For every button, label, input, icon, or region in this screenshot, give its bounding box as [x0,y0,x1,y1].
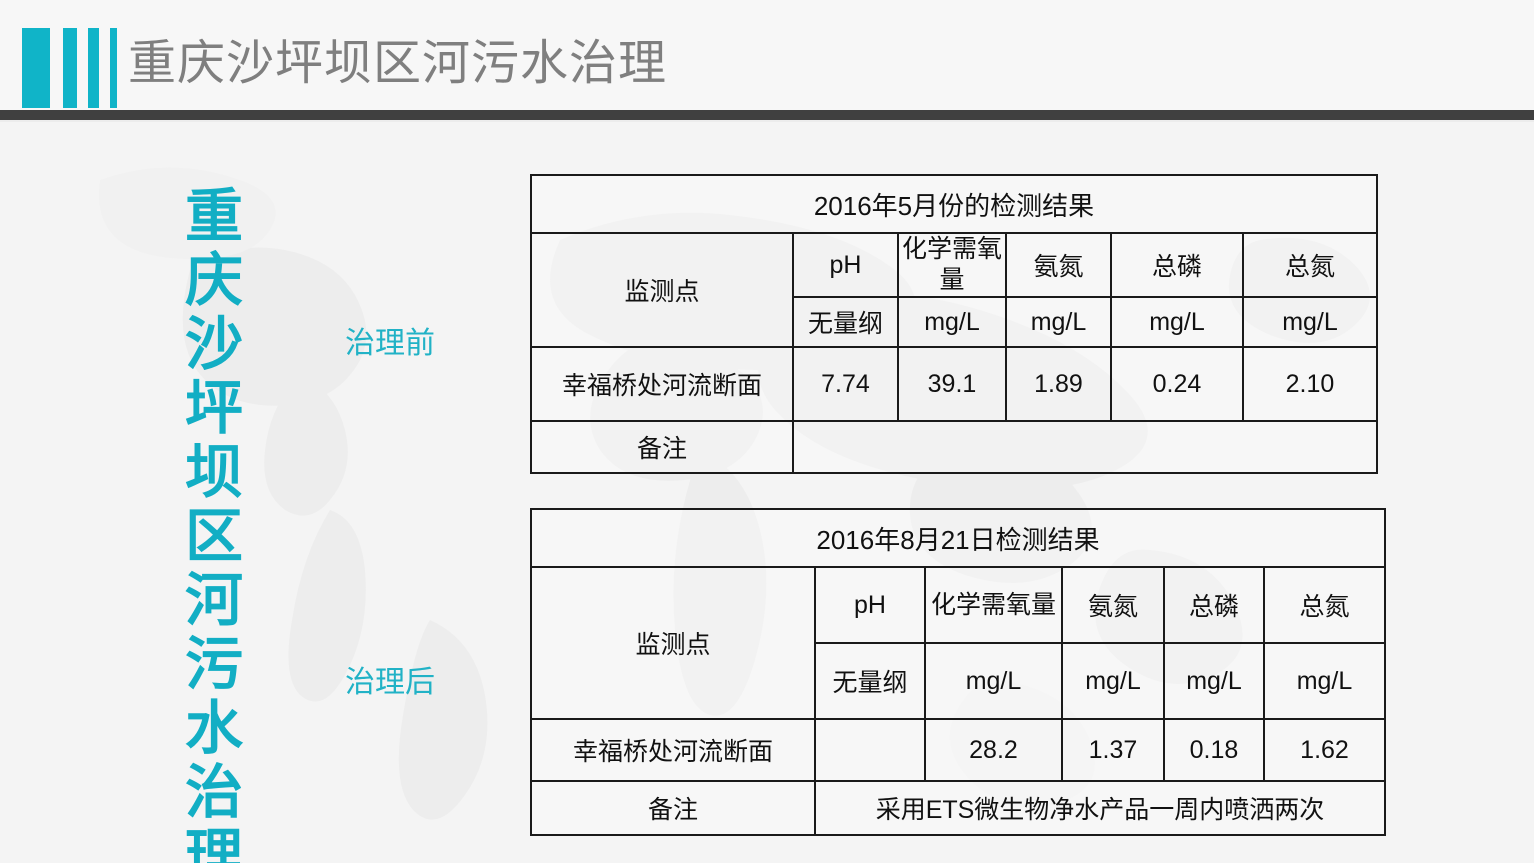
column-header-ammonia: 氨氮 [1005,232,1112,298]
note-value [792,420,1378,474]
table-row: 2016年5月份的检测结果 [530,174,1378,234]
side-title-char: 河 [184,568,243,633]
measurement-table-before: 2016年5月份的检测结果 监测点 pH 化学需氧量 氨氮 总磷 总氮 无量纲 … [530,174,1378,474]
table-row: 监测点 pH 化学需氧量 氨氮 总磷 总氮 [530,232,1378,348]
table-caption: 2016年5月份的检测结果 [530,174,1378,234]
side-title-char: 坪 [184,376,243,441]
value-ammonia: 1.89 [1005,346,1112,422]
table-row: 备注 采用ETS微生物净水产品一周内喷洒两次 [530,780,1387,836]
table-caption: 2016年8月21日检测结果 [529,508,1387,568]
column-header-total-phosphorus: 总磷 [1110,232,1244,298]
side-title-char: 坝 [184,440,243,505]
column-header-total-nitrogen: 总氮 [1262,566,1387,644]
table-row: 备注 [530,420,1378,474]
accent-bar-3 [88,28,99,108]
column-header-ph: pH [792,232,899,298]
value-cod: 28.2 [924,718,1063,782]
row-header-label: 监测点 [530,566,816,720]
table-row: 监测点 pH 化学需氧量 氨氮 总磷 总氮 [530,566,1387,720]
value-cod: 39.1 [897,346,1007,422]
vertical-side-title: 重 庆 沙 坪 坝 区 河 污 水 治 理 [172,185,256,863]
unit-total-phosphorus: mg/L [1163,642,1265,720]
data-row-label: 幸福桥处河流断面 [530,718,816,782]
column-header-cod: 化学需氧量 [924,566,1063,644]
value-total-nitrogen: 1.62 [1262,718,1387,782]
value-ph [814,718,926,782]
side-title-char: 污 [184,632,243,697]
unit-cod: mg/L [897,296,1007,348]
value-ammonia: 1.37 [1061,718,1165,782]
unit-total-nitrogen: mg/L [1262,642,1387,720]
side-title-char: 水 [184,696,243,761]
column-header-cod: 化学需氧量 [897,232,1007,298]
table-row: 幸福桥处河流断面 28.2 1.37 0.18 1.62 [530,718,1387,782]
slide-header: 重庆沙坪坝区河污水治理 [0,0,1534,122]
value-ph: 7.74 [792,346,899,422]
page-title: 重庆沙坪坝区河污水治理 [128,37,668,90]
unit-total-nitrogen: mg/L [1242,296,1378,348]
unit-ph: 无量纲 [792,296,899,348]
unit-cod: mg/L [924,642,1063,720]
side-title-char: 庆 [184,248,243,313]
value-total-nitrogen: 2.10 [1242,346,1378,422]
row-header-label: 监测点 [530,232,794,348]
table-row: 2016年8月21日检测结果 [529,508,1387,568]
side-title-char: 理 [184,824,243,863]
column-header-ph: pH [814,566,926,644]
accent-bar-2 [63,28,77,108]
table-row: 无量纲 mg/L mg/L mg/L mg/L [531,642,1387,720]
value-total-phosphorus: 0.18 [1163,718,1265,782]
note-label: 备注 [530,780,816,836]
column-header-total-phosphorus: 总磷 [1163,566,1265,644]
table-row: 无量纲 mg/L mg/L mg/L mg/L [531,296,1378,348]
header-divider [0,110,1534,120]
side-title-char: 治 [184,760,243,825]
header-divider-shadow [0,120,1534,122]
stage-label-before: 治理前 [345,327,435,360]
stage-label-after: 治理后 [345,666,435,699]
unit-ph: 无量纲 [814,642,926,720]
value-total-phosphorus: 0.24 [1110,346,1244,422]
measurement-table-after: 2016年8月21日检测结果 监测点 pH 化学需氧量 氨氮 总磷 总氮 无量纲… [529,508,1387,836]
side-title-char: 沙 [184,312,243,377]
side-title-char: 重 [184,184,243,249]
note-label: 备注 [530,420,794,474]
table-row: 幸福桥处河流断面 7.74 39.1 1.89 0.24 2.10 [530,346,1378,422]
data-row-label: 幸福桥处河流断面 [530,346,794,422]
side-title-char: 区 [184,504,243,569]
note-value: 采用ETS微生物净水产品一周内喷洒两次 [813,780,1387,836]
column-header-ammonia: 氨氮 [1061,566,1165,644]
unit-ammonia: mg/L [1005,296,1112,348]
accent-bar-4 [110,28,117,108]
unit-ammonia: mg/L [1061,642,1165,720]
unit-total-phosphorus: mg/L [1110,296,1244,348]
accent-bar-1 [22,28,50,108]
column-header-total-nitrogen: 总氮 [1242,232,1378,298]
